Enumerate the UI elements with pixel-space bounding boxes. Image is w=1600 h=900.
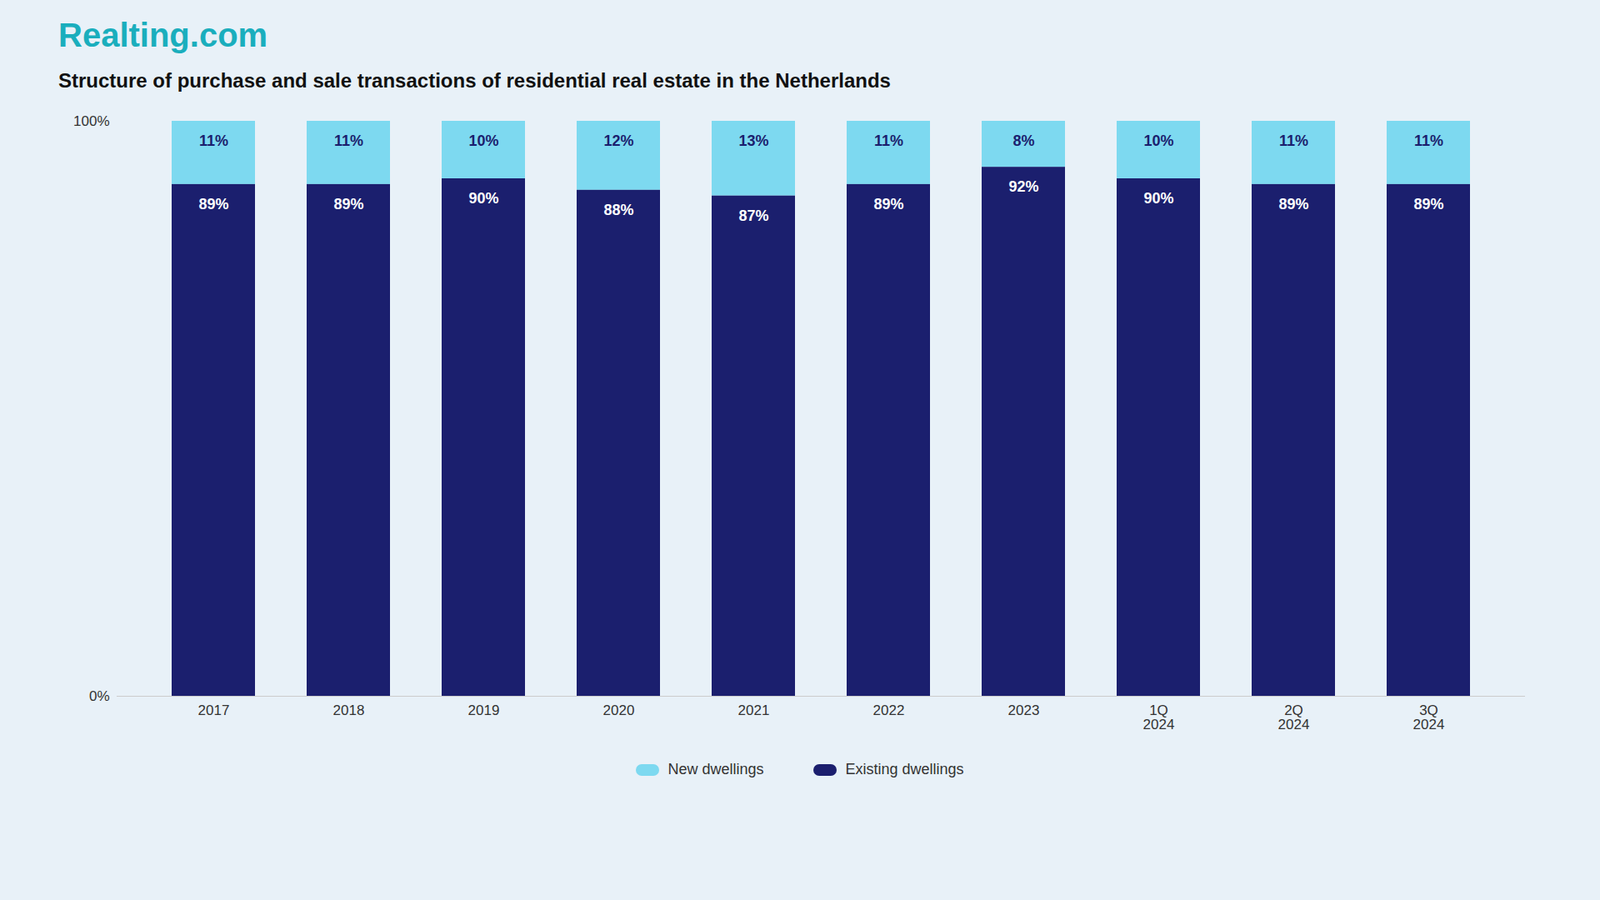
svg-text:88%: 88% — [603, 201, 634, 219]
svg-text:89%: 89% — [873, 195, 904, 213]
svg-text:2020: 2020 — [603, 702, 635, 719]
svg-text:92%: 92% — [1008, 178, 1039, 195]
svg-text:87%: 87% — [738, 207, 769, 225]
svg-text:89%: 89% — [1413, 195, 1444, 213]
svg-text:8%: 8% — [1012, 132, 1035, 150]
html-text:Structure of purchase and sale: Structure of purchase and sale transacti… — [58, 69, 891, 92]
html-text:Realting.com: Realting.com — [58, 16, 268, 54]
svg-text:3Q2024: 3Q2024 — [1413, 702, 1445, 733]
svg-text:89%: 89% — [1278, 195, 1309, 213]
svg-text:10%: 10% — [1143, 132, 1174, 150]
svg-text:100%: 100% — [73, 113, 110, 130]
svg-text:2022: 2022 — [873, 702, 905, 719]
svg-text:11%: 11% — [1414, 132, 1444, 150]
svg-text:13%: 13% — [738, 132, 769, 150]
svg-text:90%: 90% — [1143, 190, 1174, 207]
svg-text:2021: 2021 — [738, 702, 770, 719]
svg-text:11%: 11% — [1279, 132, 1309, 150]
svg-text:2019: 2019 — [468, 702, 500, 719]
svg-text:89%: 89% — [198, 195, 229, 213]
svg-text:2023: 2023 — [1008, 702, 1040, 719]
svg-text:11%: 11% — [874, 132, 904, 150]
svg-text:2Q2024: 2Q2024 — [1278, 702, 1310, 733]
svg-text:2018: 2018 — [333, 702, 365, 719]
svg-text:89%: 89% — [333, 195, 364, 213]
svg-text:90%: 90% — [468, 190, 499, 207]
svg-text:0%: 0% — [89, 688, 110, 705]
svg-text:11%: 11% — [334, 132, 364, 150]
html-text:New dwellings: New dwellings — [667, 760, 764, 778]
svg-text:10%: 10% — [468, 132, 499, 150]
svg-text:12%: 12% — [603, 132, 634, 150]
svg-text:1Q2024: 1Q2024 — [1143, 702, 1175, 733]
html-text:Existing dwellings: Existing dwellings — [845, 760, 964, 778]
svg-text:11%: 11% — [199, 132, 229, 150]
svg-text:2017: 2017 — [198, 702, 230, 719]
